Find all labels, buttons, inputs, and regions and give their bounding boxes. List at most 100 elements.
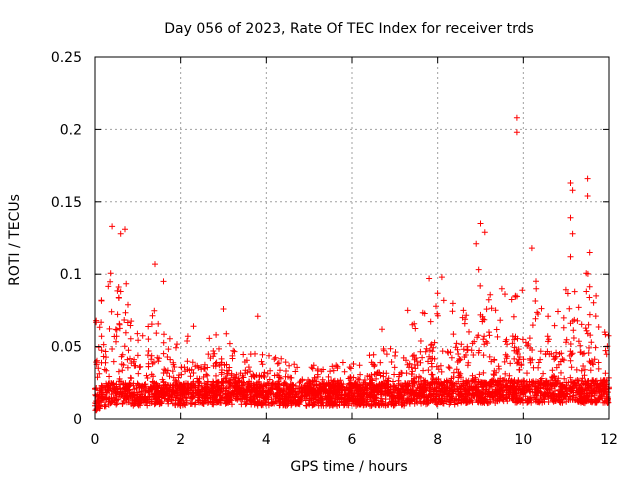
data-point — [135, 370, 142, 377]
data-point — [254, 389, 261, 396]
data-point — [368, 390, 375, 397]
data-point — [529, 322, 536, 329]
data-point — [330, 367, 337, 374]
data-point — [567, 320, 574, 327]
data-point — [387, 345, 394, 352]
data-point — [575, 377, 582, 384]
data-point — [202, 391, 209, 398]
data-point — [500, 377, 507, 384]
data-point — [232, 388, 238, 395]
data-point — [374, 370, 381, 376]
data-point — [459, 314, 466, 321]
data-point — [428, 360, 435, 367]
data-point — [411, 361, 418, 368]
data-point — [380, 346, 387, 352]
data-point — [445, 364, 452, 371]
data-point — [357, 371, 364, 378]
data-point — [107, 278, 114, 285]
data-point — [558, 369, 564, 376]
data-point — [545, 313, 552, 320]
data-point — [495, 395, 502, 402]
axis-ticks: 0 2 4 6 8 10 12 0 0.05 0.1 0.15 0.2 0.25 — [51, 50, 618, 448]
data-point — [540, 383, 547, 390]
data-point — [488, 305, 495, 312]
data-point — [225, 367, 232, 374]
data-point — [347, 374, 354, 380]
data-point — [595, 359, 602, 366]
data-point — [96, 370, 103, 377]
data-point — [144, 352, 151, 359]
data-point — [410, 396, 417, 402]
data-point — [494, 389, 500, 396]
data-point — [388, 391, 395, 398]
data-point — [103, 367, 110, 374]
data-point — [267, 367, 274, 374]
data-point — [370, 351, 377, 358]
data-point — [158, 384, 165, 391]
data-point — [463, 312, 470, 319]
data-point — [601, 399, 608, 406]
data-point — [287, 384, 294, 391]
data-point — [209, 382, 216, 389]
data-point — [282, 359, 289, 366]
data-point — [213, 331, 220, 338]
data-point — [586, 294, 593, 301]
data-point — [466, 328, 472, 335]
data-point — [102, 348, 109, 355]
data-point — [484, 340, 491, 347]
data-point — [314, 373, 321, 380]
data-point — [454, 400, 461, 407]
data-point — [152, 261, 158, 268]
data-point — [587, 332, 594, 339]
data-point — [493, 326, 500, 333]
data-point — [167, 394, 174, 401]
data-point — [488, 378, 495, 385]
data-point — [563, 385, 569, 392]
data-point — [298, 395, 304, 402]
data-point — [163, 385, 170, 392]
data-point — [460, 346, 467, 353]
data-point — [101, 366, 108, 373]
data-point — [585, 382, 592, 389]
data-point — [115, 284, 122, 290]
data-point — [409, 387, 416, 394]
data-point — [329, 363, 336, 370]
data-point — [206, 335, 213, 342]
data-point — [318, 395, 325, 402]
data-point — [145, 323, 152, 330]
x-tick-label: 2 — [176, 432, 185, 448]
data-point — [434, 312, 441, 319]
data-point — [285, 390, 292, 397]
data-point — [558, 388, 565, 395]
data-point — [583, 387, 590, 393]
data-point — [149, 360, 156, 367]
data-point — [498, 285, 505, 292]
data-point — [573, 366, 580, 373]
data-point — [560, 324, 567, 331]
data-point — [564, 290, 571, 297]
data-point — [128, 375, 135, 382]
data-point — [246, 386, 253, 393]
data-point — [502, 291, 508, 298]
data-point — [132, 362, 139, 369]
data-point — [384, 401, 391, 408]
data-point — [115, 368, 122, 375]
data-point — [533, 285, 540, 292]
data-point — [279, 395, 286, 402]
data-point — [535, 359, 542, 366]
data-point — [391, 364, 398, 371]
data-point — [271, 356, 278, 363]
data-point — [438, 385, 445, 392]
data-point — [177, 390, 184, 397]
data-point — [201, 365, 207, 372]
data-point — [508, 296, 515, 303]
data-point — [460, 378, 467, 385]
data-point — [190, 370, 197, 376]
data-point — [111, 333, 118, 340]
data-point — [203, 386, 210, 393]
data-point — [212, 392, 219, 399]
data-point — [184, 338, 191, 344]
data-point — [566, 305, 573, 312]
data-point — [306, 401, 313, 408]
data-point — [570, 335, 577, 341]
